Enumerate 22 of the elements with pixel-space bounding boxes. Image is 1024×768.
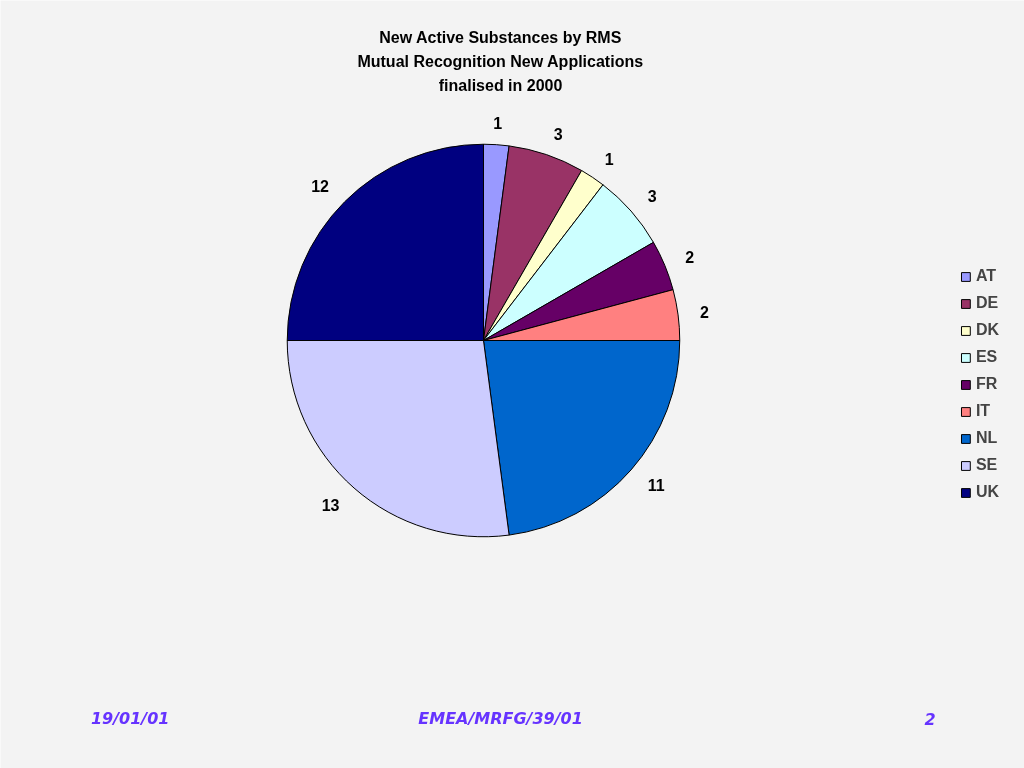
data-label: 1	[604, 150, 614, 168]
text: 19/01/01	[90, 709, 170, 728]
legend-label: SE	[975, 456, 998, 474]
data-label: 13	[321, 496, 340, 514]
legend-label: UK	[975, 483, 999, 501]
data-label: 12	[311, 178, 330, 196]
legend-label: FR	[975, 375, 998, 393]
legend-label: DK	[975, 321, 999, 339]
legend-label: ES	[975, 348, 998, 366]
data-label: 3	[647, 188, 657, 206]
data-label: 1	[493, 114, 503, 132]
legend-label: AT	[975, 267, 997, 285]
data-label: 3	[553, 125, 563, 143]
chart-title: New Active Substances by RMS Mutual Recognition New Applications finalised in 2000	[357, 29, 644, 94]
text: 2	[924, 709, 936, 729]
legend-label: DE	[975, 294, 999, 312]
legend-label: NL	[975, 429, 998, 447]
legend-label: IT	[975, 402, 992, 420]
data-label: 11	[647, 476, 665, 494]
text: EMEA/MRFG/39/01	[418, 709, 583, 728]
data-label: 2	[700, 303, 710, 321]
data-label: 2	[685, 248, 695, 266]
